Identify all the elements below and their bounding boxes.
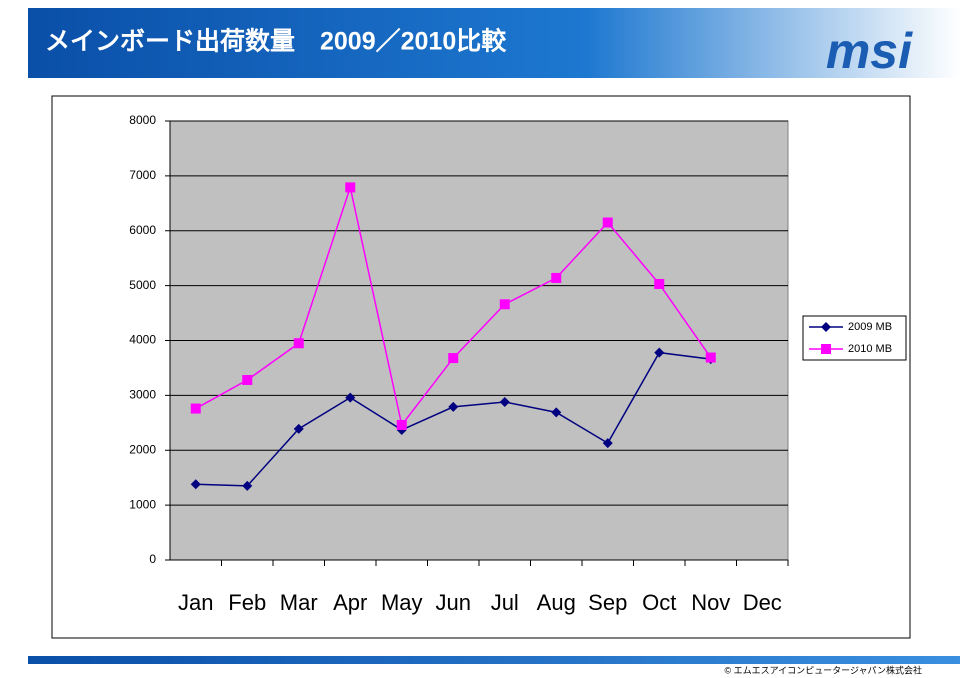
marker [821, 344, 831, 354]
marker [821, 322, 831, 332]
marker [345, 392, 356, 403]
x-tick-label: Jul [491, 590, 519, 615]
marker [499, 299, 510, 310]
legend-box [802, 315, 907, 361]
marker [396, 420, 407, 431]
marker [602, 438, 613, 449]
marker [499, 396, 510, 407]
marker [345, 182, 356, 193]
footer-bar [28, 656, 960, 664]
x-tick-label: Apr [333, 590, 367, 615]
y-tick-label: 7000 [129, 168, 156, 182]
x-tick-label: May [381, 590, 423, 615]
copyright: © エムエスアイコンピュータージャパン株式会社 [724, 664, 922, 675]
marker [242, 375, 253, 386]
marker [654, 347, 665, 358]
marker [448, 353, 459, 364]
logo: msi [826, 23, 913, 79]
x-tick-label: Jun [436, 590, 471, 615]
y-tick-label: 4000 [129, 333, 156, 347]
legend-label: 2010 MB [848, 343, 892, 355]
x-tick-label: Nov [691, 590, 730, 615]
x-tick-label: Mar [280, 590, 318, 615]
y-tick-label: 0 [149, 552, 156, 566]
y-tick-label: 8000 [129, 113, 156, 127]
y-tick-label: 2000 [129, 442, 156, 456]
marker [242, 480, 253, 491]
marker [293, 423, 304, 434]
marker [190, 403, 201, 414]
marker [448, 401, 459, 412]
marker [654, 278, 665, 289]
marker [705, 352, 716, 363]
x-tick-label: Feb [228, 590, 266, 615]
x-tick-label: Aug [537, 590, 576, 615]
x-tick-label: Sep [588, 590, 627, 615]
y-tick-label: 5000 [129, 278, 156, 292]
header-bar [28, 8, 960, 78]
x-tick-label: Jan [178, 590, 213, 615]
chart: 0 1000 2000 3000 4000 5000 6000 7000 8000 Jan Feb M… [129, 113, 907, 615]
x-tick-label: Dec [743, 590, 782, 615]
marker [190, 479, 201, 490]
y-tick-label: 1000 [129, 497, 156, 511]
y-tick-label: 3000 [129, 388, 156, 402]
x-tick-label: Oct [642, 590, 676, 615]
y-tick-label: 6000 [129, 223, 156, 237]
marker [293, 338, 304, 349]
slide-title: メインボード出荷数量 2009／2010比較 [45, 27, 507, 56]
marker [551, 407, 562, 418]
marker [602, 217, 613, 228]
legend-label: 2009 MB [848, 321, 892, 333]
marker [551, 272, 562, 283]
